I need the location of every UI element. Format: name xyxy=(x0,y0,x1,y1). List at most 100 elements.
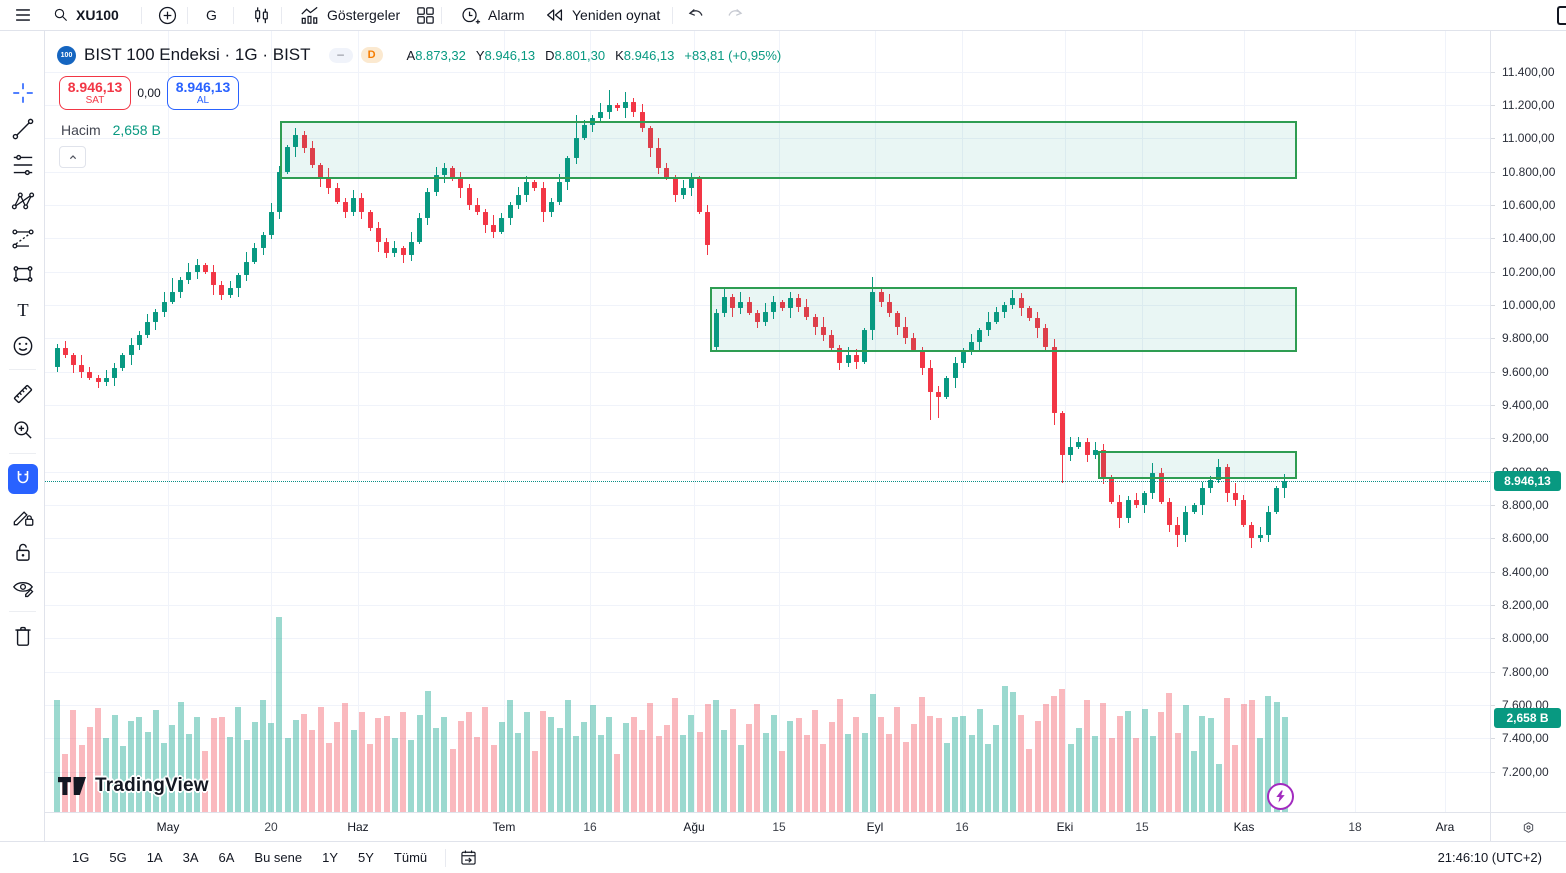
volume-bar xyxy=(358,712,365,812)
range-button-3a[interactable]: 3A xyxy=(182,850,199,865)
candle xyxy=(820,326,826,335)
drawing-rectangle-zone[interactable] xyxy=(710,286,1297,353)
range-button-5y[interactable]: 5Y xyxy=(358,850,374,865)
candle xyxy=(1092,450,1098,455)
volume-study-row[interactable]: Hacim 2,658 B xyxy=(61,122,781,138)
price-tick-mark xyxy=(1491,305,1495,306)
symbol-search-button[interactable]: XU100 xyxy=(48,0,123,30)
toolbar-separator xyxy=(9,369,36,370)
drawing-rectangle-zone[interactable] xyxy=(280,120,1297,180)
buy-button[interactable]: 8.946,13 AL xyxy=(167,76,239,110)
price-tick-mark xyxy=(1491,371,1495,373)
collapse-header-button[interactable] xyxy=(59,146,86,168)
volume-bar xyxy=(614,753,621,812)
search-icon xyxy=(54,8,68,22)
market-status-minus-badge[interactable]: – xyxy=(328,47,353,63)
volume-bar xyxy=(1059,689,1066,812)
price-tick-label: 11.000,00 xyxy=(1502,131,1555,146)
volume-bar xyxy=(1182,705,1189,812)
range-button-6a[interactable]: 6A xyxy=(218,850,235,865)
candle xyxy=(606,105,612,112)
volume-bar xyxy=(235,707,242,812)
sell-button[interactable]: 8.946,13 SAT xyxy=(59,76,131,110)
range-button-1y[interactable]: 1Y xyxy=(322,850,339,865)
ruler-tool[interactable] xyxy=(8,379,38,409)
drawing-lock-tool[interactable] xyxy=(8,501,38,531)
tradingview-watermark[interactable]: TradingView xyxy=(58,775,209,797)
alert-button[interactable]: Alarm xyxy=(455,0,529,30)
trend-line-tool[interactable] xyxy=(8,114,38,144)
price-tick-mark xyxy=(1491,505,1495,506)
volume-bar xyxy=(169,724,176,812)
volume-bar xyxy=(820,744,827,812)
volume-bar xyxy=(375,718,382,812)
main-menu-button[interactable] xyxy=(8,0,38,30)
projection-tool[interactable] xyxy=(8,224,38,254)
trade-buttons: 8.946,13 SAT 0,00 8.946,13 AL xyxy=(59,76,781,110)
candle xyxy=(771,301,777,312)
price-tick-label: 8.400,00 xyxy=(1502,564,1549,579)
clock[interactable]: 21:46:10 (UTC+2) xyxy=(1437,850,1542,865)
volume-bar xyxy=(457,720,464,812)
candle xyxy=(244,261,250,275)
range-button-tümü[interactable]: Tümü xyxy=(393,850,428,865)
volume-bar xyxy=(952,717,959,812)
hide-all-tool[interactable] xyxy=(8,573,38,603)
drawing-rectangle-zone[interactable] xyxy=(1098,450,1297,479)
remove-all-tool[interactable] xyxy=(8,621,38,651)
range-button-1g[interactable]: 1G xyxy=(72,850,90,865)
chart-pane[interactable]: 100 BIST 100 Endeksi · 1G · BIST – D A8.… xyxy=(45,31,1490,812)
candle xyxy=(1150,473,1156,494)
price-axis[interactable]: 11.400,00 11.200,00 11.000,00 10.800,00 10.6… xyxy=(1490,31,1566,812)
grid-line-horizontal xyxy=(45,71,1490,73)
candle xyxy=(647,128,653,149)
volume-bar xyxy=(779,751,786,812)
symbol-row[interactable]: 100 BIST 100 Endeksi · 1G · BIST – D A8.… xyxy=(57,43,781,67)
xabcd-pattern-tool[interactable] xyxy=(8,187,38,217)
crosshair-tool[interactable] xyxy=(8,78,38,108)
volume-bar xyxy=(812,709,819,812)
range-button-1a[interactable]: 1A xyxy=(146,850,163,865)
candle xyxy=(1133,500,1139,505)
candle-wick xyxy=(938,385,940,419)
replay-button[interactable]: Yeniden oynat xyxy=(540,0,664,30)
indicators-button[interactable]: Göstergeler xyxy=(294,0,404,30)
volume-bar xyxy=(886,733,893,812)
undo-button[interactable] xyxy=(682,0,711,30)
redo-button[interactable] xyxy=(720,0,749,30)
compare-add-button[interactable] xyxy=(152,0,183,30)
price-tick-label: 10.000,00 xyxy=(1502,298,1556,312)
volume-bar xyxy=(878,716,884,812)
candle xyxy=(309,148,315,165)
candle xyxy=(1199,488,1205,505)
volume-bar xyxy=(1265,696,1272,812)
grid-line-vertical xyxy=(962,31,963,812)
volume-bar xyxy=(1051,696,1058,812)
magnet-tool[interactable] xyxy=(8,464,38,494)
zoom-in-tool[interactable] xyxy=(8,415,38,445)
text-tool[interactable]: T xyxy=(8,295,38,325)
goto-date-button[interactable] xyxy=(454,845,483,870)
time-axis[interactable]: May 20 Haz Tem 16 Ağu 15 Eyl 16 Eki 15 Kas 18 Ara xyxy=(45,812,1490,841)
price-tick-label: 9.400,00 xyxy=(1502,398,1549,412)
candle xyxy=(548,201,554,212)
candle xyxy=(95,378,101,382)
instant-order-button[interactable] xyxy=(1267,783,1294,810)
chart-style-button[interactable] xyxy=(246,0,277,30)
interval-button[interactable]: G xyxy=(202,0,221,30)
range-button-5g[interactable]: 5G xyxy=(109,850,127,865)
right-panel-toggle[interactable] xyxy=(1557,6,1566,25)
lock-all-tool[interactable] xyxy=(8,537,38,567)
emoji-tool[interactable] xyxy=(8,331,38,361)
candle xyxy=(919,350,925,369)
volume-bar xyxy=(1018,714,1025,812)
fib-retracement-tool[interactable] xyxy=(8,150,38,180)
layout-button[interactable] xyxy=(410,0,441,30)
volume-bar xyxy=(853,717,860,812)
range-button-bu-sene[interactable]: Bu sene xyxy=(254,850,303,865)
volume-bar xyxy=(564,700,571,812)
axis-settings-corner[interactable] xyxy=(1490,812,1566,841)
candle xyxy=(829,335,835,349)
symbol-search-label: XU100 xyxy=(76,7,119,23)
rectangle-tool[interactable] xyxy=(8,259,38,289)
